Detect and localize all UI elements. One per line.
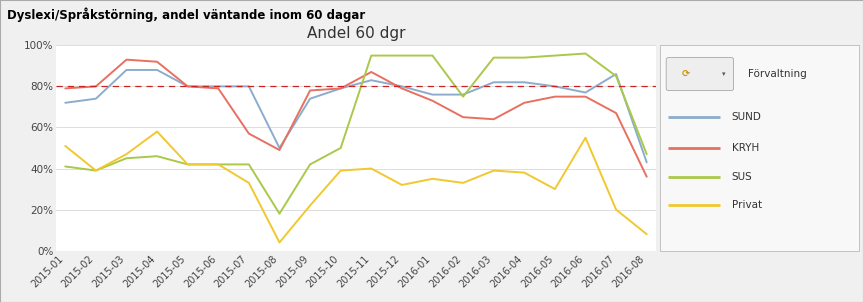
FancyBboxPatch shape: [660, 45, 859, 251]
Text: KRYH: KRYH: [732, 143, 759, 153]
Text: SUND: SUND: [732, 112, 761, 122]
Text: Förvaltning: Förvaltning: [747, 69, 806, 79]
Text: Privat: Privat: [732, 201, 762, 210]
Text: ⟳: ⟳: [682, 69, 690, 79]
Text: Dyslexi/Språkstörning, andel väntande inom 60 dagar: Dyslexi/Språkstörning, andel väntande in…: [7, 7, 365, 22]
Text: ▾: ▾: [722, 71, 726, 77]
Title: Andel 60 dgr: Andel 60 dgr: [306, 26, 406, 41]
FancyBboxPatch shape: [666, 58, 734, 91]
Text: SUS: SUS: [732, 172, 753, 182]
